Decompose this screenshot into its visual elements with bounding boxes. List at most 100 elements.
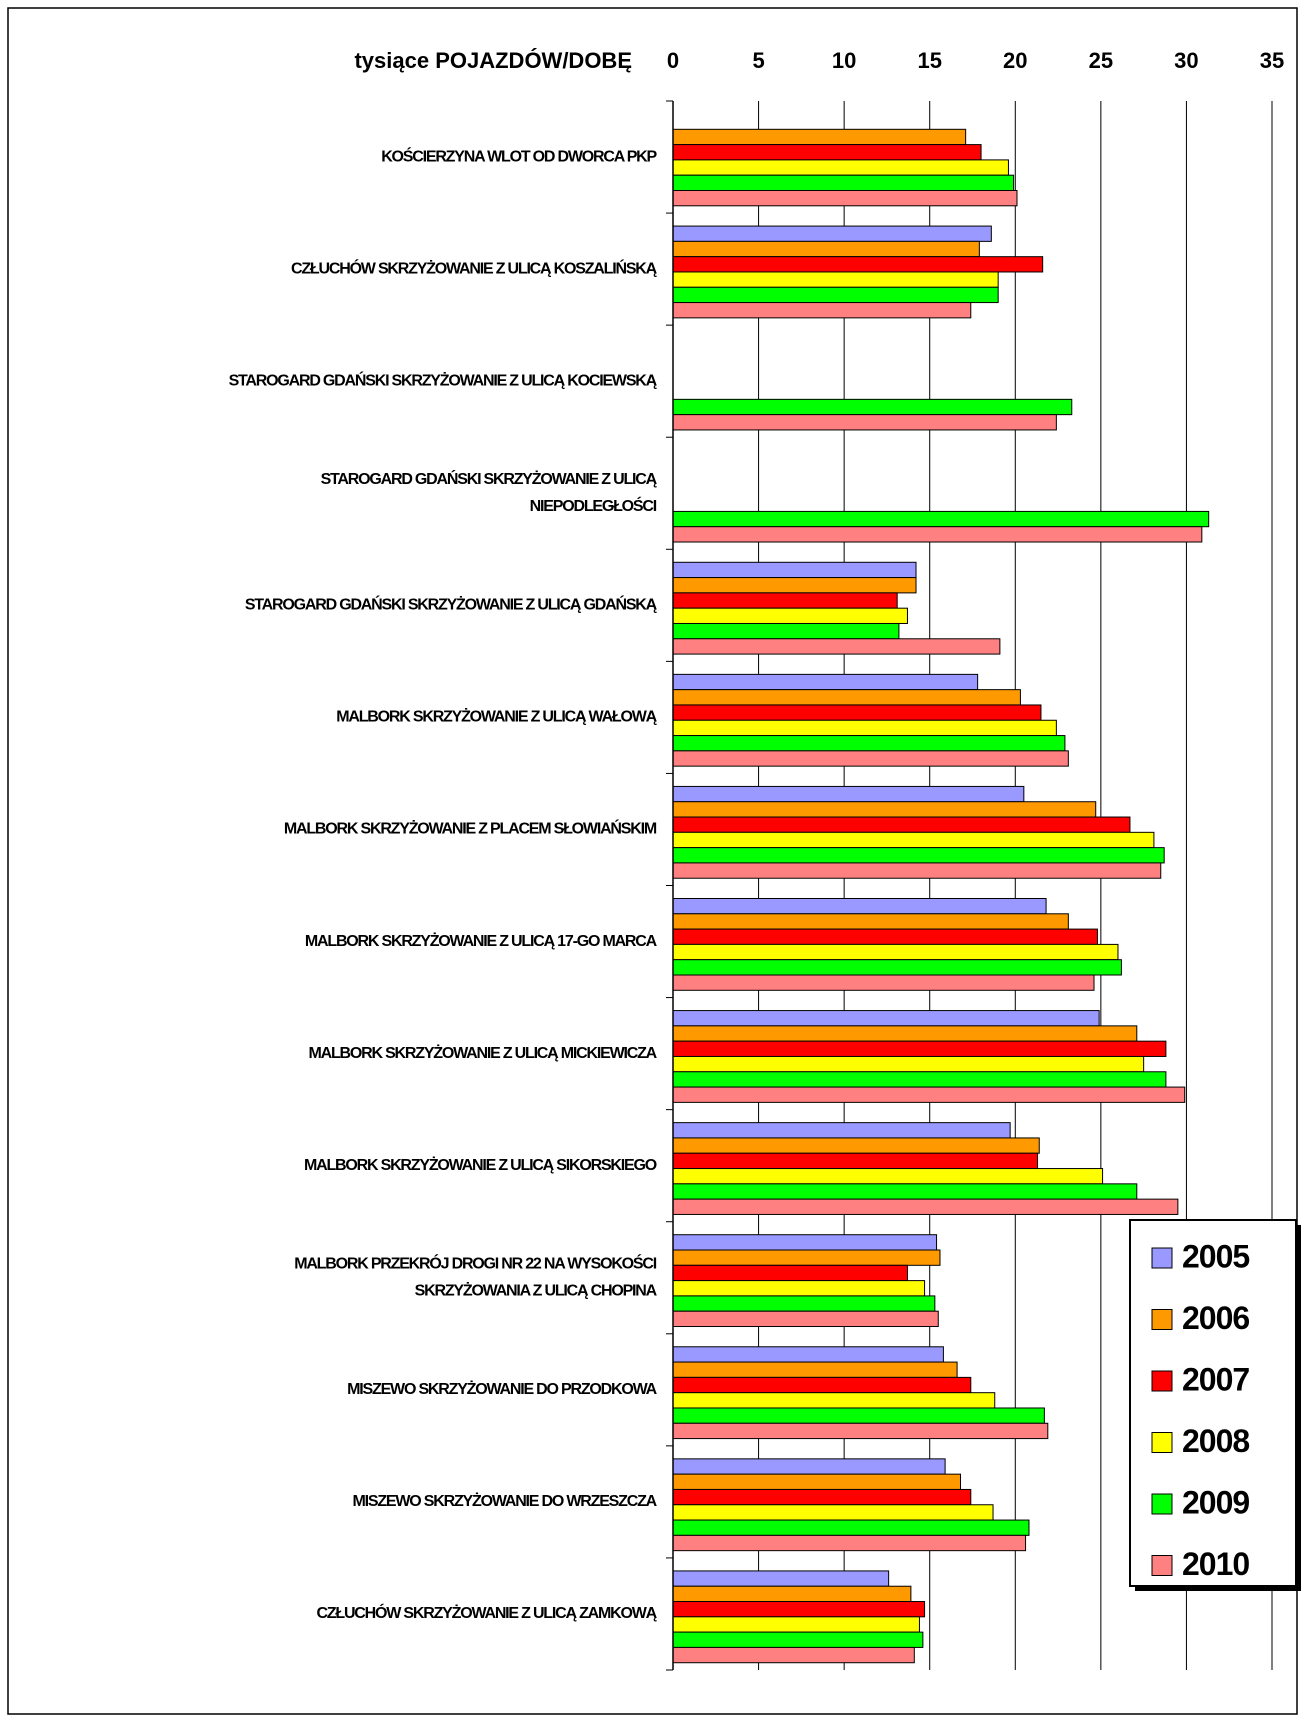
- bar: [672, 1168, 1104, 1185]
- bar: [672, 719, 1057, 737]
- bar: [672, 1086, 1186, 1103]
- bar: [672, 1631, 924, 1648]
- legend-swatch: [1151, 1432, 1173, 1453]
- bar: [672, 1198, 1179, 1215]
- bar: [672, 1310, 939, 1328]
- category-label: CZŁUCHÓW SKRZYŻOWANIE Z ULICĄ KOSZALIŃSK…: [291, 258, 658, 277]
- category-label: MALBORK SKRZYŻOWANIE Z ULICĄ 17-GO MARCA: [305, 932, 658, 950]
- bar: [672, 286, 999, 304]
- legend-label: 2007: [1182, 1361, 1249, 1397]
- bar: [672, 561, 917, 579]
- category-label: MALBORK SKRZYŻOWANIE Z ULICĄ WAŁOWĄ: [336, 708, 657, 726]
- bar: [672, 831, 1155, 849]
- bar: [672, 847, 1165, 864]
- x-tick-label: 30: [1174, 48, 1198, 73]
- bar: [672, 943, 1119, 961]
- bar: [672, 1071, 1167, 1088]
- x-tick-label: 15: [917, 48, 941, 73]
- bar: [672, 1585, 912, 1603]
- legend-label: 2005: [1182, 1238, 1249, 1274]
- bar: [672, 510, 1210, 528]
- category-label: STAROGARD GDAŃSKI SKRZYŻOWANIE Z ULICĄ G…: [245, 595, 658, 614]
- bar: [672, 1392, 996, 1409]
- bar: [672, 414, 1057, 431]
- bar: [672, 974, 1095, 991]
- bar: [672, 673, 979, 691]
- bar: [672, 577, 917, 594]
- x-tick-label: 0: [667, 48, 679, 73]
- bar: [672, 1458, 946, 1475]
- bar: [672, 1504, 994, 1521]
- bar: [672, 959, 1122, 976]
- bar: [672, 1234, 938, 1251]
- bar: [672, 1025, 1138, 1042]
- category-label: STAROGARD GDAŃSKI SKRZYŻOWANIE Z ULICĄ K…: [229, 370, 658, 389]
- bar: [672, 1346, 944, 1363]
- bar: [672, 1646, 915, 1664]
- bar: [672, 1295, 936, 1312]
- bar: [672, 1616, 920, 1633]
- legend-label: 2008: [1182, 1423, 1249, 1459]
- bar: [672, 816, 1131, 833]
- bar: [672, 1601, 926, 1618]
- bar: [672, 898, 1047, 915]
- legend-swatch: [1151, 1493, 1173, 1515]
- legend-box: [1129, 1219, 1297, 1587]
- legend-swatch: [1151, 1309, 1173, 1330]
- bar: [672, 174, 1015, 191]
- bar: [672, 1534, 1027, 1552]
- bar: [672, 1280, 926, 1297]
- bar: [672, 1040, 1167, 1057]
- x-tick-label: 25: [1089, 48, 1113, 73]
- bar: [672, 1376, 972, 1394]
- bar: [672, 785, 1025, 803]
- bar: [672, 1152, 1039, 1170]
- bar: [672, 801, 1097, 818]
- axis-title: tysiące POJAZDÓW/DOBĘ: [354, 48, 632, 73]
- bar: [672, 1010, 1100, 1027]
- legend-label: 2009: [1182, 1484, 1249, 1520]
- bar: [672, 271, 999, 288]
- category-label: STAROGARD GDAŃSKI SKRZYŻOWANIE Z ULICĄ NI…: [321, 469, 658, 515]
- category-label: MALBORK SKRZYŻOWANIE Z ULICĄ MICKIEWICZA: [308, 1044, 657, 1062]
- bar: [672, 1055, 1145, 1073]
- category-label: MALBORK SKRZYŻOWANIE Z PLACEM SŁOWIAŃSKI…: [284, 819, 657, 838]
- legend-swatch: [1151, 1247, 1173, 1269]
- bar: [672, 913, 1069, 930]
- bar: [672, 1122, 1011, 1139]
- category-label: MALBORK SKRZYŻOWANIE Z ULICĄ SIKORSKIEGO: [304, 1156, 657, 1174]
- bar: [672, 735, 1066, 752]
- category-label: MALBORK PRZEKRÓJ DROGI NR 22 NA WYSOKOŚC…: [294, 1253, 657, 1299]
- legend-swatch: [1151, 1555, 1173, 1576]
- bar: [672, 1137, 1040, 1154]
- bar: [672, 704, 1042, 721]
- bar: [672, 1361, 958, 1378]
- bar: [672, 1264, 908, 1282]
- x-tick-label: 35: [1260, 48, 1284, 73]
- bar: [672, 159, 1009, 176]
- bar: [672, 240, 980, 258]
- x-tick-label: 5: [752, 48, 764, 73]
- bar: [672, 750, 1069, 767]
- category-label: MISZEWO SKRZYŻOWANIE DO PRZODKOWA: [347, 1380, 657, 1398]
- bar: [672, 1570, 890, 1587]
- bar: [672, 526, 1203, 543]
- bar: [672, 398, 1073, 416]
- legend-label: 2006: [1182, 1300, 1249, 1336]
- bar: [672, 144, 982, 161]
- x-tick-label: 10: [832, 48, 856, 73]
- legend-swatch: [1151, 1370, 1173, 1392]
- bar: [672, 1473, 962, 1490]
- category-label: CZŁUCHÓW SKRZYŻOWANIE Z ULICĄ ZAMKOWĄ: [316, 1603, 657, 1622]
- legend-label: 2010: [1182, 1546, 1249, 1582]
- bar: [672, 190, 1018, 207]
- bar: [672, 638, 1001, 655]
- legend: 2005 2006 2007 2008 2009 2010: [1129, 1219, 1301, 1591]
- bar: [672, 225, 992, 242]
- bar: [672, 256, 1044, 273]
- bar: [672, 1519, 1030, 1536]
- category-label: KOŚCIERZYNA WLOT OD DWORCA PKP: [381, 146, 657, 165]
- bar: [672, 607, 908, 624]
- category-label: MISZEWO SKRZYŻOWANIE DO WRZESZCZA: [353, 1492, 658, 1510]
